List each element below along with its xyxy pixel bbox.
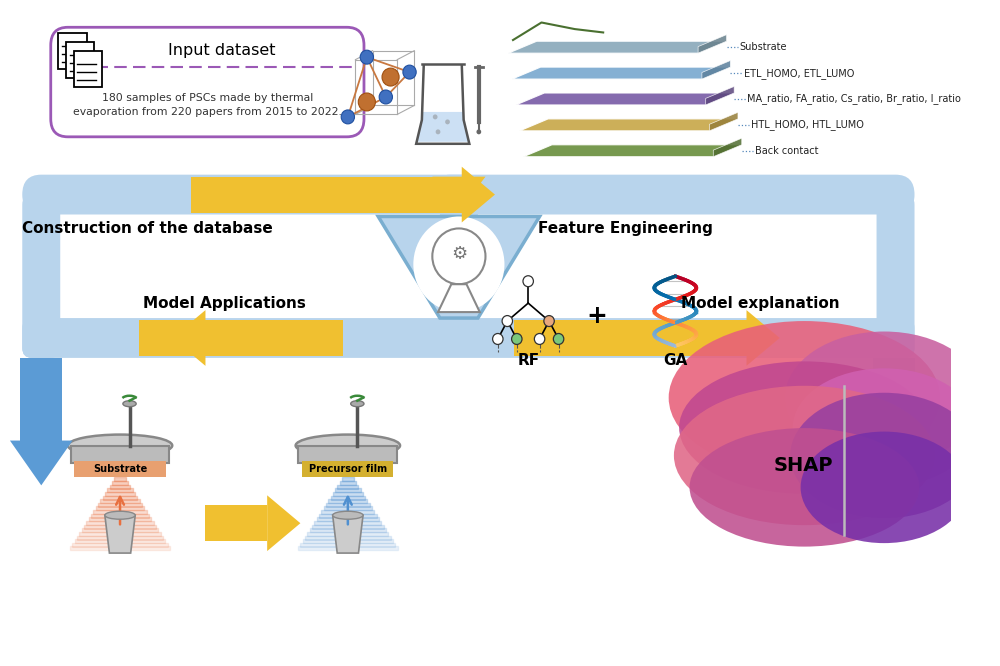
Text: HTL_HOMO, HTL_LUMO: HTL_HOMO, HTL_LUMO [751,119,864,131]
Polygon shape [417,112,468,142]
Circle shape [445,119,450,125]
Circle shape [432,228,485,284]
Circle shape [413,216,504,312]
Ellipse shape [669,321,940,474]
FancyBboxPatch shape [877,194,915,358]
Bar [205,505,267,541]
Polygon shape [432,176,485,212]
Polygon shape [10,440,73,486]
Ellipse shape [351,401,364,407]
Polygon shape [706,87,734,105]
Circle shape [436,129,440,135]
Polygon shape [713,139,742,157]
Text: GA: GA [663,354,687,368]
Ellipse shape [801,432,968,543]
Ellipse shape [123,401,136,407]
Text: ETL_HOMO, ETL_LUMO: ETL_HOMO, ETL_LUMO [744,68,854,79]
Text: SHAP: SHAP [774,456,833,475]
Circle shape [553,334,564,344]
Circle shape [403,65,416,79]
Text: +: + [586,304,607,328]
Polygon shape [747,310,780,366]
Circle shape [502,316,513,326]
Ellipse shape [785,332,983,464]
Bar [71,446,169,464]
Polygon shape [862,440,925,486]
Circle shape [433,115,438,119]
Ellipse shape [296,435,400,456]
Circle shape [523,276,533,286]
Text: MA_ratio, FA_ratio, Cs_ratio, Br_ratio, I_ratio: MA_ratio, FA_ratio, Cs_ratio, Br_ratio, … [747,93,961,105]
Polygon shape [516,93,734,105]
Text: Precursor film: Precursor film [309,464,387,474]
Polygon shape [105,515,135,553]
Polygon shape [698,35,727,53]
Bar [191,176,462,212]
Ellipse shape [793,368,976,487]
Polygon shape [172,310,205,366]
Bar [302,462,393,478]
Circle shape [379,90,392,104]
Circle shape [382,68,399,86]
Circle shape [358,93,375,111]
Ellipse shape [333,511,363,519]
Bar [139,320,343,356]
Text: Model Applications: Model Applications [143,296,306,311]
FancyBboxPatch shape [51,27,364,137]
Text: 180 samples of PSCs made by thermal
evaporation from 220 papers from 2015 to 202: 180 samples of PSCs made by thermal evap… [73,93,342,117]
Text: Input dataset: Input dataset [168,43,275,58]
Text: RF: RF [517,354,539,368]
Polygon shape [523,145,742,157]
Polygon shape [462,166,495,222]
Polygon shape [520,119,738,131]
FancyBboxPatch shape [22,194,60,358]
Text: Feature Engineering: Feature Engineering [538,222,713,236]
Bar [20,358,62,440]
Text: Model explanation: Model explanation [681,296,840,311]
FancyBboxPatch shape [58,33,87,69]
Polygon shape [512,67,730,79]
Ellipse shape [674,386,935,525]
Circle shape [493,334,503,344]
Polygon shape [267,496,300,551]
Circle shape [512,334,522,344]
Circle shape [360,50,373,64]
Text: Substrate: Substrate [93,464,147,474]
Polygon shape [333,515,363,553]
Polygon shape [709,113,738,131]
Polygon shape [438,284,480,312]
Polygon shape [508,41,727,53]
FancyBboxPatch shape [22,318,915,358]
Circle shape [341,110,354,124]
Ellipse shape [690,428,919,547]
Bar [442,176,476,202]
Text: Substrate: Substrate [740,42,787,52]
Text: Construction of the database: Construction of the database [22,222,273,236]
Bar [873,358,915,440]
FancyBboxPatch shape [66,42,94,78]
Bar [298,446,397,464]
Circle shape [476,129,481,135]
Ellipse shape [679,362,930,494]
FancyBboxPatch shape [74,51,102,87]
Text: ⚙: ⚙ [451,245,467,263]
Bar [514,320,747,356]
Ellipse shape [105,511,135,519]
Text: Back contact: Back contact [755,146,819,156]
Ellipse shape [68,435,172,456]
Bar [74,462,166,478]
Polygon shape [702,61,730,79]
FancyBboxPatch shape [440,174,478,318]
Circle shape [544,316,554,326]
Ellipse shape [790,393,978,518]
Polygon shape [378,216,540,318]
FancyBboxPatch shape [22,174,915,214]
Circle shape [534,334,545,344]
